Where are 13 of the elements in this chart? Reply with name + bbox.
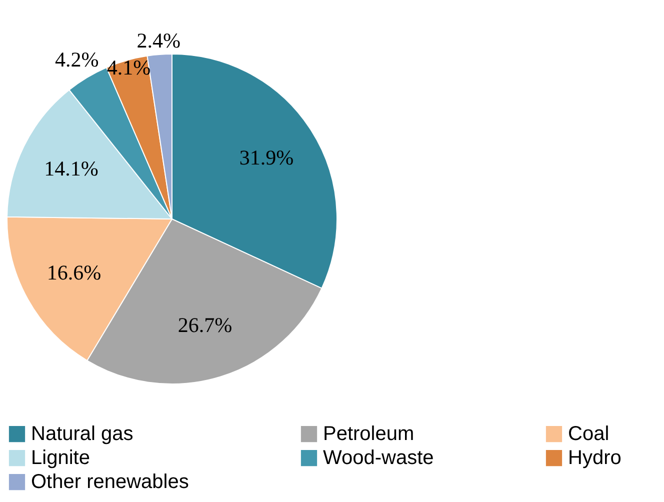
legend-label: Lignite [31, 447, 90, 469]
data-label: 16.6% [46, 260, 102, 285]
legend-label: Wood-waste [323, 447, 434, 469]
data-label: 14.1% [44, 156, 98, 181]
legend-label: Hydro [568, 447, 622, 469]
data-label: 31.9% [239, 146, 294, 170]
data-label: 2.4% [136, 28, 180, 52]
data-label: 4.2% [55, 48, 99, 72]
legend-label: Natural gas [31, 423, 134, 445]
legend-label: Other renewables [31, 471, 189, 493]
legend-label: Petroleum [323, 423, 414, 445]
data-label: 26.7% [178, 313, 232, 338]
legend-label: Coal [568, 423, 610, 445]
